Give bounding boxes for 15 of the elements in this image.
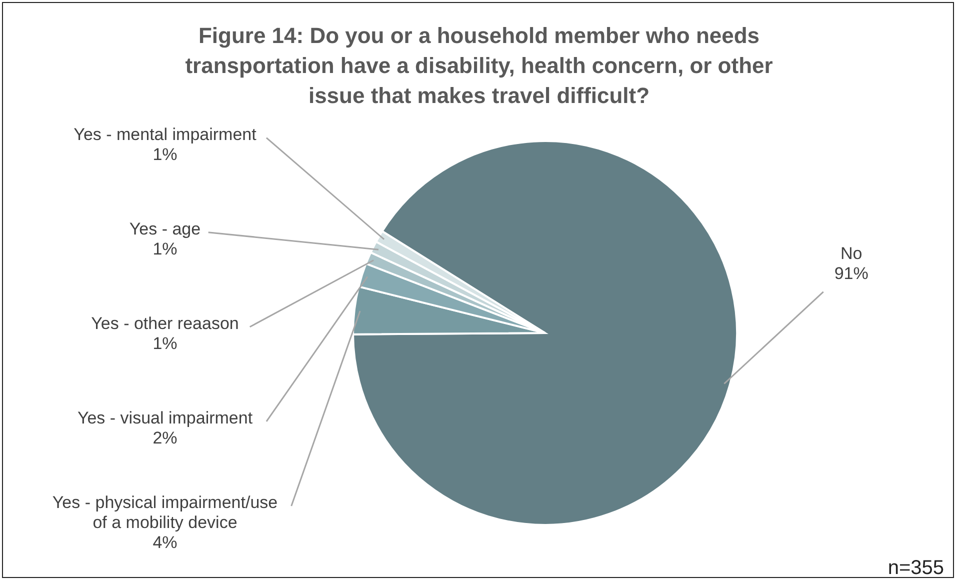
slice-label: Yes - other reaason xyxy=(91,314,239,333)
data-label: 1% xyxy=(152,239,178,258)
data-label: 91% xyxy=(834,264,868,283)
pie-slice xyxy=(352,140,738,526)
slice-label: No xyxy=(840,244,862,263)
data-label: 4% xyxy=(152,533,178,552)
slice-label: Yes - visual impairment xyxy=(77,408,253,428)
slice-label: Yes - age xyxy=(129,219,201,238)
slice-label: Yes - mental impairment xyxy=(74,124,257,144)
data-label: 1% xyxy=(152,144,178,164)
data-label: 2% xyxy=(152,428,178,448)
chart-title: Figure 14: Do you or a household member who needs transportation have a disability, health concern, or other issue that makes travel difficult? xyxy=(185,23,774,108)
data-label: 1% xyxy=(152,334,178,353)
text: n=355 xyxy=(888,557,944,579)
slice-label: Yes - physical impairment/use of a mobility device xyxy=(52,493,278,532)
